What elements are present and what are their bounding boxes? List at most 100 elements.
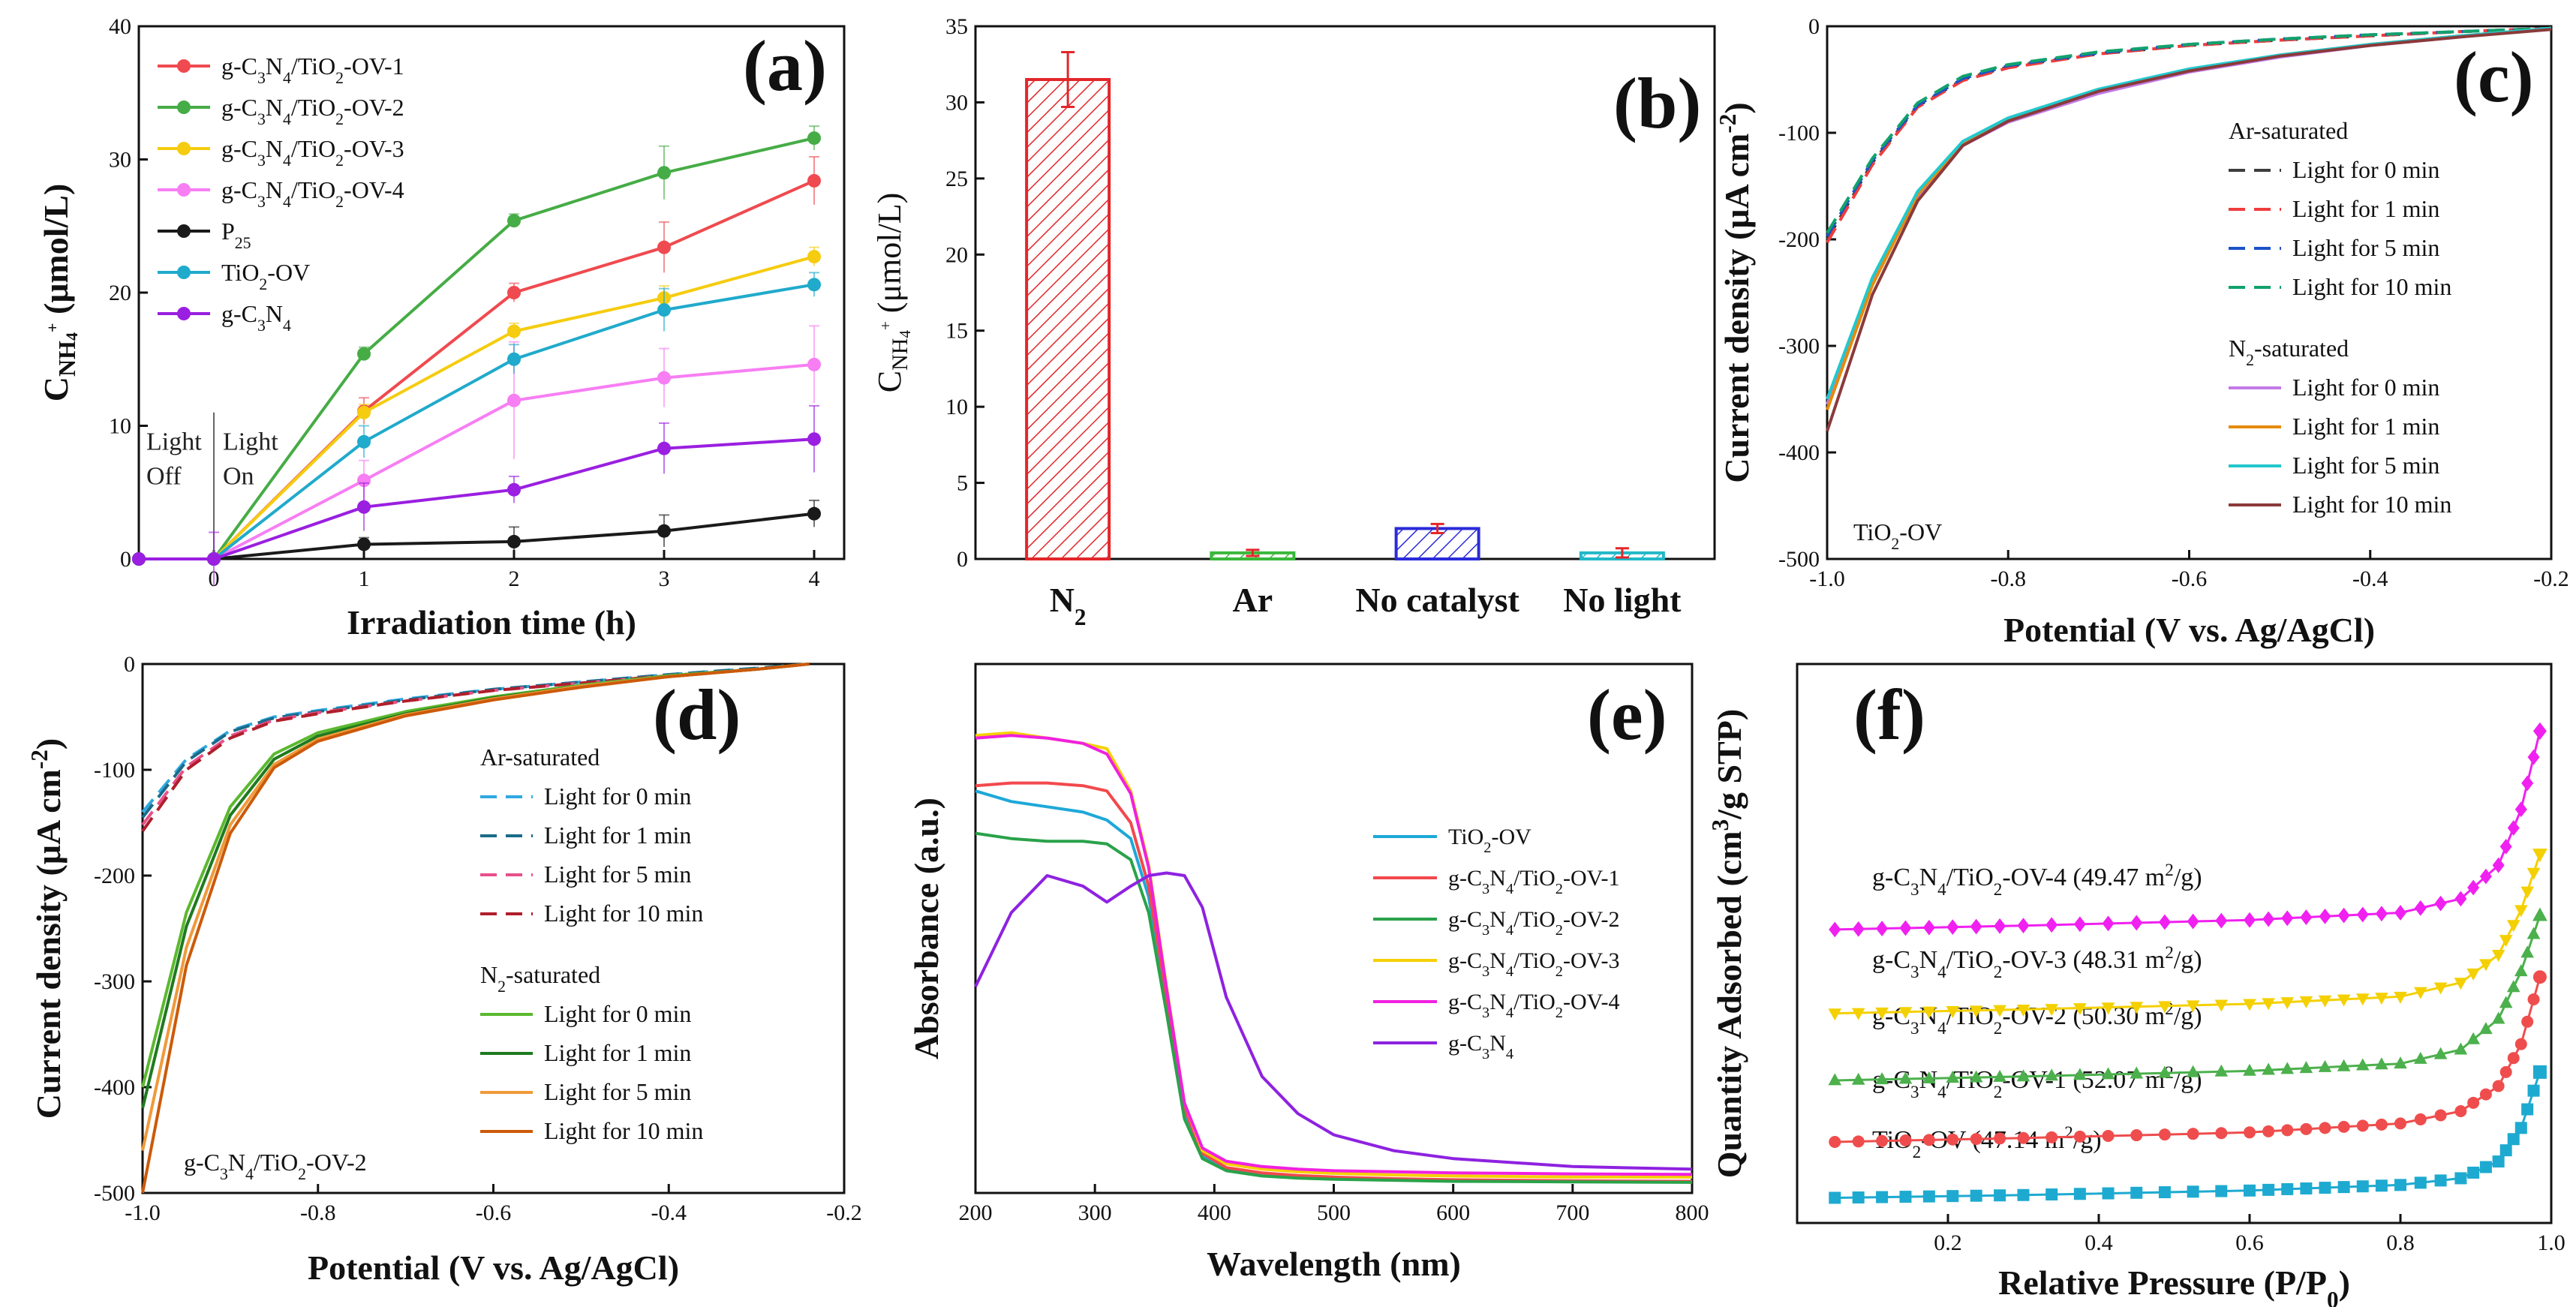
light-annotation: Light xyxy=(146,428,202,455)
data-point xyxy=(1876,1191,1889,1203)
data-point xyxy=(2262,1183,2275,1196)
series-line xyxy=(141,663,810,1194)
data-point xyxy=(2319,1122,2331,1134)
data-point xyxy=(1875,1007,1889,1020)
data-point xyxy=(1946,1005,1960,1018)
data-point xyxy=(2244,912,2256,928)
data-point xyxy=(2492,1155,2505,1168)
data-point xyxy=(1829,1135,1841,1148)
data-point xyxy=(2414,1113,2427,1125)
data-point xyxy=(2262,998,2275,1011)
data-point xyxy=(2280,1062,2295,1074)
data-point xyxy=(2299,996,2313,1008)
data-point xyxy=(1994,1189,2006,1202)
legend-label: TiO2-OV xyxy=(221,259,310,293)
data-point xyxy=(1994,918,2006,934)
data-point xyxy=(2375,1057,2388,1070)
data-point xyxy=(357,500,371,514)
data-point xyxy=(2262,1125,2275,1137)
data-point xyxy=(2394,1179,2406,1191)
data-point xyxy=(2244,1184,2256,1197)
data-point xyxy=(1851,1008,1865,1020)
category-label: N2 xyxy=(1050,581,1087,630)
data-point xyxy=(2514,1122,2527,1134)
x-tick-label: 300 xyxy=(1078,1200,1112,1225)
data-point xyxy=(2414,1051,2427,1064)
y-tick-label: 0 xyxy=(957,547,968,572)
data-point xyxy=(2187,1185,2199,1198)
data-point xyxy=(1994,1132,2006,1145)
data-point xyxy=(357,434,371,449)
legend-label: Light for 10 min xyxy=(544,900,703,927)
x-tick-label: -0.8 xyxy=(300,1200,336,1225)
data-point xyxy=(507,324,521,338)
series-line xyxy=(1826,26,2552,237)
data-point xyxy=(2101,1002,2115,1015)
data-point xyxy=(2073,1188,2086,1200)
data-point xyxy=(807,278,821,292)
data-point xyxy=(2454,978,2468,990)
x-tick-label: -1.0 xyxy=(1809,566,1845,591)
series-label: g-C3N4/TiO2-OV-1 (52.07 m2/g) xyxy=(1872,1063,2202,1102)
series-line xyxy=(975,789,1692,1183)
series-line xyxy=(1826,26,2552,410)
data-point xyxy=(2414,987,2427,999)
data-point xyxy=(2215,1185,2228,1197)
y-tick-label: 30 xyxy=(945,90,968,115)
data-point xyxy=(2073,1068,2087,1080)
data-point xyxy=(2520,945,2534,958)
x-tick-label: 4 xyxy=(809,566,820,591)
data-point xyxy=(657,303,671,317)
data-point xyxy=(1852,1191,1865,1204)
category-label: Ar xyxy=(1233,581,1273,619)
data-point xyxy=(1876,921,1889,936)
data-point xyxy=(2045,1068,2058,1081)
data-point xyxy=(2507,1133,2520,1146)
legend-label: Light for 5 min xyxy=(2292,452,2439,479)
y-tick-label: 20 xyxy=(109,281,131,305)
data-point xyxy=(2016,1005,2030,1017)
sample-label: g-C3N4/TiO2-OV-2 xyxy=(184,1149,367,1183)
data-point xyxy=(2527,749,2540,765)
y-tick-label: -500 xyxy=(1778,547,1820,572)
data-point xyxy=(2433,1047,2448,1059)
data-point xyxy=(1899,1191,1912,1203)
legend-label: Light for 0 min xyxy=(544,1000,691,1027)
data-point xyxy=(2187,1128,2199,1140)
data-point xyxy=(2499,996,2513,1008)
data-point xyxy=(2214,999,2229,1012)
data-point xyxy=(2454,1172,2467,1185)
legend-label: Light for 5 min xyxy=(2292,234,2439,261)
data-point xyxy=(2532,849,2547,863)
data-point xyxy=(1829,921,1841,938)
data-point xyxy=(1946,1071,1960,1083)
legend-marker xyxy=(177,59,191,73)
x-tick-label: 0.6 xyxy=(2235,1230,2264,1255)
data-point xyxy=(2394,905,2406,921)
data-point xyxy=(1899,920,1912,936)
series-g-c3n4 xyxy=(132,404,821,586)
category-label: No catalyst xyxy=(1355,581,1519,619)
data-point xyxy=(2045,1131,2058,1143)
y-tick-label: -200 xyxy=(1778,227,1820,252)
data-point xyxy=(2479,1022,2493,1035)
data-point xyxy=(1898,1007,1913,1020)
series-line xyxy=(139,512,815,560)
data-point xyxy=(1852,921,1865,937)
data-point xyxy=(2299,1061,2313,1074)
x-tick-label: -0.6 xyxy=(476,1200,512,1225)
x-tick-label: 700 xyxy=(1556,1200,1589,1225)
legend-label: Light for 1 min xyxy=(2292,413,2439,440)
data-point xyxy=(1969,1070,1983,1083)
data-point xyxy=(807,432,821,446)
x-tick-label: 0.8 xyxy=(2386,1230,2415,1255)
y-tick-label: 35 xyxy=(945,14,968,39)
data-point xyxy=(2433,982,2448,995)
data-point xyxy=(2467,1166,2480,1179)
data-point xyxy=(2394,1117,2406,1130)
x-tick-label: -1.0 xyxy=(125,1200,161,1225)
data-point xyxy=(507,214,521,228)
data-point xyxy=(2215,912,2228,929)
data-point xyxy=(2532,970,2547,984)
